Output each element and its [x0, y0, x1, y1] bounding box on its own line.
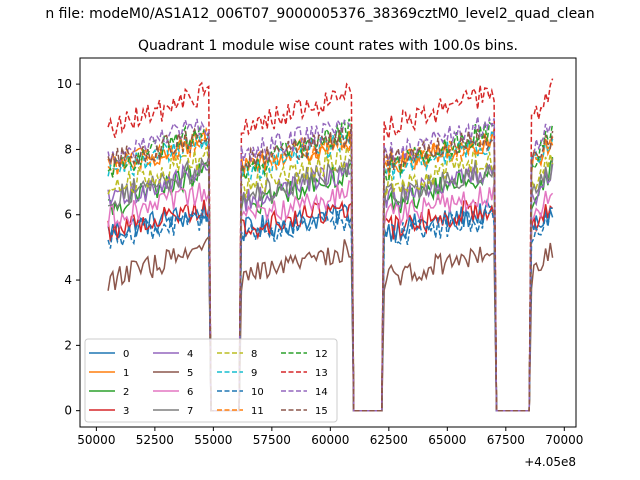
y-axis: 0 2 4 6 8 10	[57, 77, 80, 418]
series-line-5	[107, 234, 554, 412]
plot-area-frame	[79, 57, 577, 428]
series-line-11	[107, 126, 554, 412]
suptitle: n file: modeM0/AS1A12_006T07_9000005376_…	[45, 6, 594, 22]
chart-title: Quadrant 1 module wise count rates with …	[138, 38, 518, 54]
series-line-14	[107, 115, 553, 412]
legend-label-9: 9	[251, 368, 257, 379]
y-tick-label: 0	[64, 404, 72, 418]
x-tick-label: 65000	[428, 433, 466, 447]
legend-label-12: 12	[315, 349, 328, 360]
x-tick-label: 67500	[487, 433, 525, 447]
y-tick-label: 4	[64, 273, 72, 287]
legend-label-15: 15	[315, 406, 328, 417]
series-line-13	[107, 78, 554, 412]
legend-label-8: 8	[251, 349, 257, 360]
legend-label-7: 7	[187, 406, 193, 417]
x-tick-label: 70000	[545, 433, 583, 447]
legend-label-3: 3	[123, 406, 129, 417]
legend-label-2: 2	[123, 387, 129, 398]
x-offset-label: +4.05e8	[524, 455, 576, 469]
legend-label-4: 4	[187, 349, 193, 360]
y-tick-label: 2	[64, 338, 72, 352]
legend-label-11: 11	[251, 406, 264, 417]
series-line-15	[107, 126, 554, 412]
x-tick-label: 50000	[77, 433, 115, 447]
legend-label-5: 5	[187, 368, 193, 379]
series-line-7	[107, 156, 554, 412]
x-axis: 50000 52500 55000 57500 60000 62500 65000 67500…	[77, 427, 583, 447]
x-tick-label: 52500	[136, 433, 174, 447]
legend-label-14: 14	[315, 387, 328, 398]
legend-label-0: 0	[123, 349, 129, 360]
series-line-10	[107, 207, 553, 412]
x-tick-label: 62500	[370, 433, 408, 447]
x-tick-label: 60000	[311, 433, 349, 447]
series-line-6	[107, 179, 554, 412]
y-tick-label: 8	[64, 142, 72, 156]
legend-label-13: 13	[315, 368, 328, 379]
x-tick-label: 55000	[194, 433, 232, 447]
legend-label-6: 6	[187, 387, 193, 398]
x-tick-label: 57500	[253, 433, 291, 447]
series-group	[107, 78, 554, 412]
legend-frame	[84, 338, 338, 423]
series-line-3	[107, 199, 554, 412]
y-tick-label: 6	[64, 208, 72, 222]
legend-label-10: 10	[251, 387, 264, 398]
y-tick-label: 10	[57, 77, 72, 91]
legend-label-1: 1	[123, 368, 129, 379]
